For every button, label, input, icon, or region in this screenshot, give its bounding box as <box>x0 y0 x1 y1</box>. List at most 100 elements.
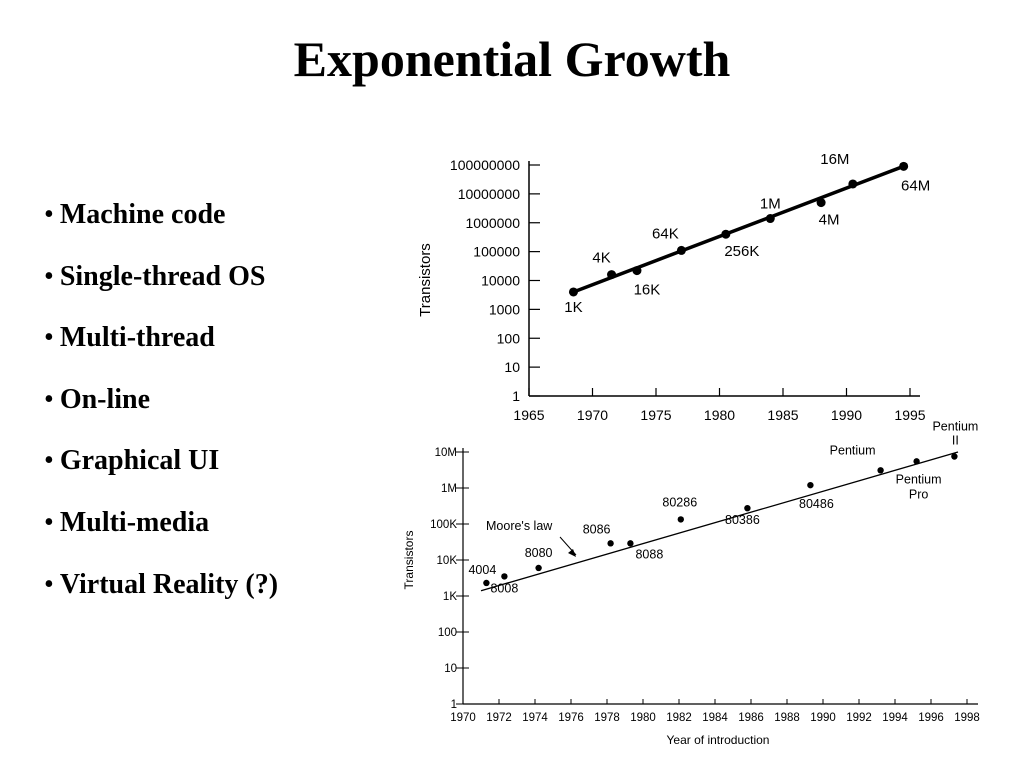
chart1-point-label: 64K <box>652 225 679 242</box>
chart2-x-tick-label: 1974 <box>522 712 548 724</box>
chart1-data-point <box>848 179 858 189</box>
chart2-point-label: 80486 <box>799 497 834 511</box>
chart1-data-point <box>765 214 775 224</box>
chart1-y-tick-label: 10000000 <box>458 186 521 202</box>
chart2-x-tick-label: 1970 <box>450 712 476 724</box>
bullet-item: • Virtual Reality (?) <box>44 566 278 628</box>
chart1-x-tick-label: 1985 <box>767 407 798 420</box>
chart2-x-tick-label: 1992 <box>846 712 872 724</box>
chart2-x-tick-label: 1982 <box>666 712 692 724</box>
chart2-x-tick-label: 1972 <box>486 712 512 724</box>
chart2-y-tick-label: 10M <box>435 447 457 459</box>
chart2-point-label: 8008 <box>490 581 518 595</box>
chart2-annotation-arrowhead <box>568 549 576 557</box>
chart1-data-point <box>607 270 617 280</box>
chart1-data-point <box>899 161 909 171</box>
chart2-x-tick-label: 1996 <box>918 712 944 724</box>
chart1-data-point <box>632 266 642 276</box>
bullet-text: On-line <box>59 383 151 415</box>
chart1-x-tick-label: 1980 <box>704 407 735 420</box>
chart1-data-point <box>676 245 686 255</box>
chart1-trend-line <box>572 164 905 294</box>
chart1-point-label: 16K <box>634 282 661 299</box>
chart2-y-tick-label: 1K <box>443 591 457 603</box>
chart2-x-tick-label: 1986 <box>738 712 764 724</box>
chart1-y-tick-label: 10000 <box>481 273 520 289</box>
chart2-point-label: 8086 <box>583 522 611 536</box>
chart2-data-point <box>535 564 542 572</box>
chart2-x-tick-label: 1976 <box>558 712 584 724</box>
chart1-point-label: 1K <box>564 299 582 316</box>
bullet-dot: • <box>44 383 54 415</box>
chart1-y-tick-label: 1 <box>512 388 520 404</box>
bullet-text: Graphical UI <box>59 445 220 477</box>
chart1-point-label: 16M <box>820 151 849 168</box>
chart2-y-tick-label: 1 <box>451 699 457 711</box>
bullet-dot: • <box>44 199 54 230</box>
chart1-x-tick-label: 1990 <box>831 407 862 420</box>
chart2-point-label: 8088 <box>635 547 663 561</box>
chart1-x-tick-label: 1965 <box>513 407 544 420</box>
chart2-x-tick-label: 1984 <box>702 712 728 724</box>
chart2-y-tick-label: 100 <box>438 627 457 639</box>
chart2-x-tick-label: 1978 <box>594 712 620 724</box>
chart2-y-tick-label: 10K <box>437 555 458 567</box>
chart2-point-label: Pentium <box>830 443 876 457</box>
chart2-data-point <box>501 573 508 580</box>
chart2-y-tick-label: 1M <box>441 483 457 495</box>
chart2-ylabel: Transistors <box>402 531 416 590</box>
chart2-trend-line <box>480 451 959 592</box>
chart1-y-tick-label: 100 <box>497 330 521 346</box>
chart2-data-point <box>607 540 614 547</box>
chart2-x-tick-label: 1980 <box>630 712 656 724</box>
chart2-data-point <box>913 458 920 465</box>
chart1-data-point <box>721 229 731 239</box>
chart2-point-label: 8080 <box>525 546 553 560</box>
bullet-dot: • <box>44 322 54 354</box>
chart2-x-tick-label: 1988 <box>774 712 800 724</box>
slide-title: Exponential Growth <box>293 31 731 87</box>
chart1-y-tick-label: 100000000 <box>450 157 520 173</box>
chart2-y-tick-label: 10 <box>444 663 457 675</box>
chart1-x-tick-label: 1970 <box>577 407 608 420</box>
chart1-y-tick-label: 1000 <box>489 301 520 317</box>
chart2-point-label: Pentium <box>896 472 942 486</box>
bullet-text: Multi-thread <box>59 322 215 354</box>
chart1-point-label: 256K <box>724 243 759 260</box>
bullet-text: Multi-media <box>59 506 210 538</box>
memory-chip-chart: Transistors 1 10 100 1000 10000 100000 1000000… <box>417 151 930 420</box>
bullet-item: • Graphical UI <box>44 442 278 504</box>
chart2-x-tick-label: 1990 <box>810 712 836 724</box>
chart2-annotation: Moore's law <box>486 519 553 533</box>
chart1-y-tick-label: 10 <box>504 359 520 375</box>
chart1-point-label: 4K <box>592 250 610 267</box>
chart2-x-tick-label: 1994 <box>882 712 908 724</box>
chart1-data-point <box>568 287 578 297</box>
bullet-item: • On-line <box>44 381 278 443</box>
chart1-point-label: 1M <box>760 196 781 213</box>
chart2-data-point <box>677 516 684 523</box>
chart2-xlabel: Year of introduction <box>667 733 770 747</box>
chart1-y-tick-label: 100000 <box>473 244 520 260</box>
chart1-point-label: 4M <box>819 212 840 229</box>
bullet-list: • Machine code • Single-thread OS • Multi-t… <box>44 196 278 627</box>
chart2-data-point <box>951 453 958 460</box>
bullet-item: • Multi-media <box>44 504 278 566</box>
bullet-dot: • <box>44 445 54 477</box>
chart1-x-tick-label: 1995 <box>894 407 925 420</box>
chart1-ylabel: Transistors <box>417 243 434 317</box>
chart1-point-label: 64M <box>901 177 930 194</box>
bullet-item: • Multi-thread <box>44 319 278 381</box>
chart2-point-label: Pentium <box>932 419 978 433</box>
chart2-point-label: 80386 <box>725 513 760 527</box>
chart2-point-label: 80286 <box>662 495 697 509</box>
bullet-text: Single-thread OS <box>59 260 266 292</box>
chart2-data-point <box>807 481 814 489</box>
chart2-y-tick-label: 100K <box>430 519 457 531</box>
chart2-x-tick-label: 1998 <box>954 712 980 724</box>
chart2-data-point <box>483 579 490 587</box>
chart2-point-label: Pro <box>909 487 929 501</box>
chart2-data-point <box>877 467 884 474</box>
bullet-text: Machine code <box>59 199 226 230</box>
